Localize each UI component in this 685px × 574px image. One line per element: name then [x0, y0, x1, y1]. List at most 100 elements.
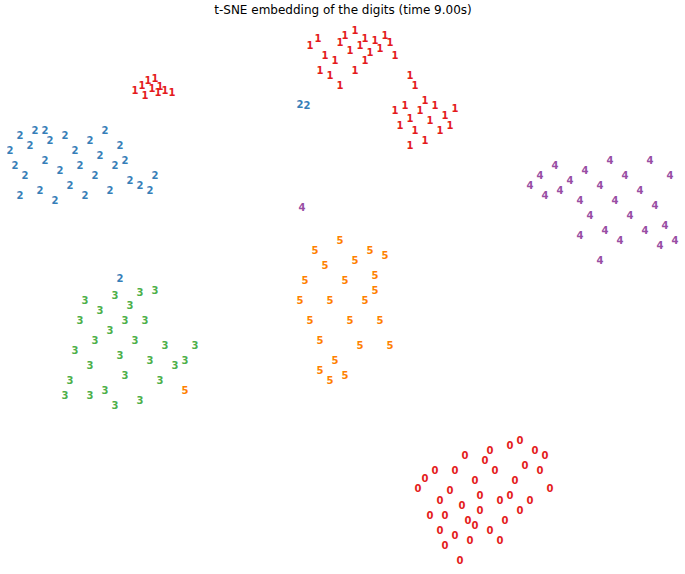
- svg-text:2: 2: [97, 150, 104, 161]
- svg-text:4: 4: [667, 170, 674, 181]
- svg-text:0: 0: [517, 435, 524, 446]
- svg-text:0: 0: [459, 500, 466, 511]
- svg-text:2: 2: [117, 273, 124, 284]
- svg-text:2: 2: [152, 170, 159, 181]
- svg-text:3: 3: [112, 400, 119, 411]
- svg-text:2: 2: [304, 100, 311, 111]
- svg-text:1: 1: [132, 85, 139, 96]
- svg-text:1: 1: [422, 135, 429, 146]
- svg-text:0: 0: [487, 445, 494, 456]
- svg-text:2: 2: [77, 160, 84, 171]
- svg-text:4: 4: [622, 170, 629, 181]
- svg-text:3: 3: [97, 305, 104, 316]
- svg-text:3: 3: [67, 375, 74, 386]
- svg-text:0: 0: [442, 540, 449, 551]
- svg-text:1: 1: [169, 87, 176, 98]
- svg-text:2: 2: [87, 135, 94, 146]
- svg-text:0: 0: [442, 510, 449, 521]
- svg-text:3: 3: [112, 290, 119, 301]
- svg-text:4: 4: [612, 195, 619, 206]
- svg-text:0: 0: [452, 530, 459, 541]
- svg-text:0: 0: [517, 505, 524, 516]
- svg-text:2: 2: [122, 155, 129, 166]
- svg-text:0: 0: [437, 495, 444, 506]
- svg-text:4: 4: [607, 155, 614, 166]
- svg-text:1: 1: [347, 45, 354, 56]
- svg-text:1: 1: [387, 37, 394, 48]
- svg-text:1: 1: [407, 113, 414, 124]
- svg-text:2: 2: [27, 140, 34, 151]
- svg-text:0: 0: [452, 465, 459, 476]
- svg-text:5: 5: [327, 375, 334, 386]
- svg-text:1: 1: [362, 55, 369, 66]
- svg-text:0: 0: [432, 465, 439, 476]
- svg-text:0: 0: [467, 535, 474, 546]
- svg-text:0: 0: [477, 505, 484, 516]
- svg-text:1: 1: [392, 105, 399, 116]
- svg-text:0: 0: [487, 525, 494, 536]
- svg-text:5: 5: [387, 340, 394, 351]
- svg-text:0: 0: [542, 450, 549, 461]
- svg-text:4: 4: [662, 220, 669, 231]
- svg-text:2: 2: [52, 195, 59, 206]
- svg-text:3: 3: [142, 315, 149, 326]
- svg-text:4: 4: [577, 195, 584, 206]
- svg-text:5: 5: [322, 260, 329, 271]
- svg-text:2: 2: [117, 140, 124, 151]
- svg-text:1: 1: [397, 120, 404, 131]
- svg-text:1: 1: [452, 103, 459, 114]
- svg-text:4: 4: [602, 225, 609, 236]
- svg-text:0: 0: [547, 483, 554, 494]
- svg-text:5: 5: [332, 355, 339, 366]
- svg-text:4: 4: [657, 240, 664, 251]
- svg-text:2: 2: [297, 99, 304, 110]
- svg-text:1: 1: [157, 81, 164, 92]
- svg-text:4: 4: [587, 210, 594, 221]
- svg-text:5: 5: [372, 270, 379, 281]
- svg-text:3: 3: [87, 360, 94, 371]
- svg-text:0: 0: [482, 455, 489, 466]
- svg-text:3: 3: [72, 345, 79, 356]
- svg-text:0: 0: [465, 515, 472, 526]
- svg-text:0: 0: [437, 525, 444, 536]
- svg-text:0: 0: [532, 445, 539, 456]
- svg-text:1: 1: [342, 30, 349, 41]
- svg-text:4: 4: [617, 235, 624, 246]
- svg-text:1: 1: [352, 25, 359, 36]
- svg-text:2: 2: [42, 155, 49, 166]
- svg-text:5: 5: [312, 245, 319, 256]
- svg-text:3: 3: [122, 315, 129, 326]
- svg-text:0: 0: [457, 555, 464, 566]
- svg-text:4: 4: [542, 190, 549, 201]
- svg-text:0: 0: [415, 483, 422, 494]
- svg-text:5: 5: [342, 275, 349, 286]
- svg-text:4: 4: [672, 235, 677, 246]
- svg-text:1: 1: [307, 40, 314, 51]
- svg-text:3: 3: [77, 315, 84, 326]
- svg-text:3: 3: [122, 370, 129, 381]
- svg-text:4: 4: [597, 180, 604, 191]
- svg-text:2: 2: [42, 125, 49, 136]
- svg-text:1: 1: [437, 125, 444, 136]
- svg-text:2: 2: [12, 160, 19, 171]
- svg-text:0: 0: [427, 510, 434, 521]
- svg-text:4: 4: [647, 155, 654, 166]
- svg-text:2: 2: [112, 160, 119, 171]
- svg-text:3: 3: [172, 360, 179, 371]
- svg-text:1: 1: [417, 105, 424, 116]
- svg-text:4: 4: [652, 200, 659, 211]
- svg-text:3: 3: [157, 375, 164, 386]
- svg-text:2: 2: [137, 180, 144, 191]
- svg-text:2: 2: [57, 165, 64, 176]
- svg-text:0: 0: [472, 475, 479, 486]
- svg-text:1: 1: [392, 50, 399, 61]
- svg-text:0: 0: [477, 490, 484, 501]
- svg-text:5: 5: [382, 250, 389, 261]
- svg-text:5: 5: [367, 245, 374, 256]
- svg-text:5: 5: [377, 315, 384, 326]
- svg-text:2: 2: [102, 125, 109, 136]
- svg-text:4: 4: [582, 165, 589, 176]
- svg-text:0: 0: [422, 473, 429, 484]
- svg-text:0: 0: [502, 515, 509, 526]
- svg-text:4: 4: [577, 230, 584, 241]
